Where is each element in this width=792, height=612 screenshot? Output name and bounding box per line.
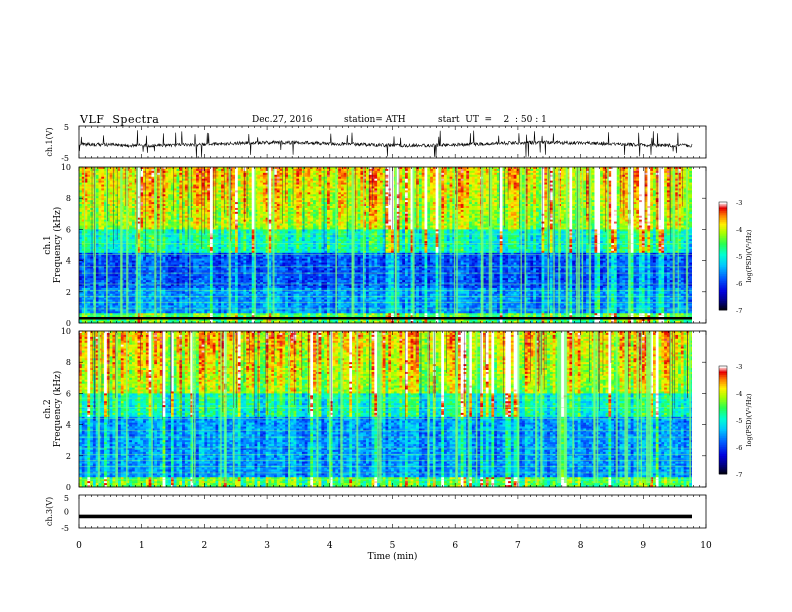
ch1-spectrogram-ytick-label: 4 [66,257,71,266]
ch1-ytick-minus5: -5 [61,154,69,163]
ch2-spectrogram-spike-streaks [79,331,692,483]
ch1-spectrogram-ytick-label: 2 [66,288,71,297]
ch2-spectrogram-colorbar-tick: -7 [736,471,742,479]
ch3-ytick-label: 5 [64,494,69,503]
ch2-spectrogram-blank-strip [692,331,706,487]
ch1-spectrogram-ytick-label: 8 [66,194,71,203]
ch1-x-ticks [78,126,707,158]
ch2-spectrogram-colorbar-tick: -5 [736,417,742,425]
ch1-spectrogram-baseline-band [79,317,692,320]
ch2-spectrogram-ytick-label: 2 [66,452,71,461]
x-axis-label: Time (min) [368,551,418,562]
x-tick-label-7: 7 [515,541,521,551]
ch2-spectrogram-colorbar [719,366,727,475]
ch2-spectrogram-colorbar-tick: -3 [736,363,742,371]
ch3-ytick-label: -5 [61,524,69,533]
ch2-spectrogram-ytick-label: 8 [66,358,71,367]
ch2-spectrogram-channel-label: ch.2 [43,399,53,418]
ch2-spectrogram-ytick-label: 10 [61,327,71,336]
ch2-spectrogram-tone-lines [79,397,692,480]
ch2-spectrogram-ylabel: Frequency (kHz) [52,371,63,448]
ch1-ytick-5: 5 [64,123,69,132]
x-tick-label-8: 8 [578,541,584,551]
ch1-spectrogram-colorbar-tick: -6 [736,280,742,288]
ch1-spectrogram-ytick-label: 0 [66,319,71,328]
ch2-spectrogram-colorbar-frame [718,365,728,475]
ch2-spectrogram-colorbar-label: log(PSD)(V²/Hz) [745,393,753,446]
ch3-panel-frame [78,494,707,529]
ch1-panel-frame [78,125,707,159]
ch1-spectrogram-colorbar-label: log(PSD)(V²/Hz) [745,229,753,282]
ch2-spectrogram-colorbar-tick: -4 [736,390,742,398]
ch1-spectrogram-spike-streaks [84,167,689,319]
x-tick-label-10: 10 [700,541,712,551]
x-tick-label-2: 2 [202,541,208,551]
x-tick-label-4: 4 [327,541,333,551]
ch1-spectrogram-colorbar [719,202,727,311]
ch1-spectrogram-x-ticks [78,167,707,323]
ch1-spectrogram-ytick-label: 6 [66,225,71,234]
station-label: station= ATH [344,115,406,125]
ch1-spectrogram-colorbar-tick: -5 [736,253,742,261]
ch3-ytick-label: 0 [64,508,69,517]
ch3-ylabel: ch.3(V) [45,497,54,526]
ch3-signal-line [79,514,692,519]
x-tick-label-9: 9 [640,541,646,551]
ch1-spectrogram-ylabel: Frequency (kHz) [52,207,63,284]
ch1-waveform-line [78,130,693,158]
chart-title: VLF Spectra [80,113,159,126]
start-time-label: start UT = 2 : 50 : 1 [438,115,547,125]
ch1-spectrogram-blank-strip [692,167,706,323]
ch2-spectrogram-x-ticks [78,331,707,487]
ch2-spectrogram-ytick-label: 4 [66,421,71,430]
date-label: Dec.27, 2016 [252,115,313,125]
ch1-spectrogram-colorbar-tick: -7 [736,307,742,315]
ch1-spectrogram-ytick-label: 10 [61,163,71,172]
ch2-spectrogram-ytick-label: 0 [66,483,71,492]
ch1-spectrogram-colorbar-tick: -4 [736,226,742,234]
ch2-spectrogram-colorbar-tick: -6 [736,444,742,452]
ch1-spectrogram-colorbar-tick: -3 [736,199,742,207]
x-tick-label-6: 6 [452,541,458,551]
ch2-spectrogram-ytick-label: 6 [66,389,71,398]
x-tick-label-1: 1 [139,541,145,551]
x-tick-label-0: 0 [76,541,82,551]
x-tick-label-5: 5 [390,541,396,551]
ch1-spectrogram-colorbar-frame [718,201,728,311]
ch3-x-ticks [78,495,707,528]
ch1-spectrogram-heatmap-cells [79,167,693,324]
x-tick-label-3: 3 [264,541,270,551]
ch1-ylabel: ch.1(V) [45,127,54,156]
ch1-spectrogram-channel-label: ch.1 [43,235,53,254]
